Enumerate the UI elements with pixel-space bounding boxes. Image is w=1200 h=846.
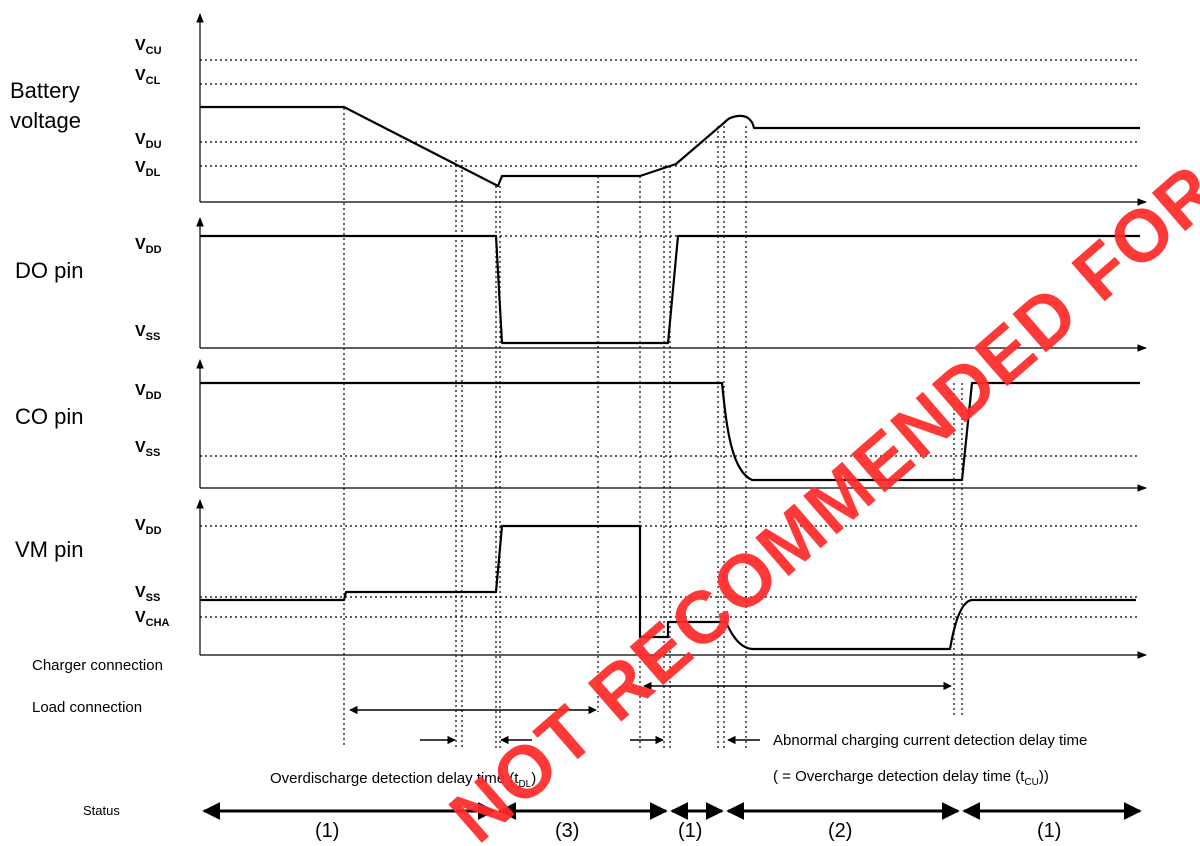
level-do-vss: VSS [135,323,160,343]
battery-voltage-label-line2: voltage [10,108,81,133]
vm-levels: VDD VSS VCHA [135,517,170,629]
delay-arrows [349,681,952,745]
load-connection-label: Load connection [32,699,142,716]
level-vcl: VCL [135,67,161,87]
vm-pin-trace [200,524,1136,651]
level-co-vss: VSS [135,439,160,459]
status-code-3: (1) [678,820,702,842]
waveforms [200,105,1140,651]
co-levels: VDD VSS [135,382,162,459]
overdischarge-delay-label: Overdischarge detection delay time (tDL) [270,770,536,790]
time-markers [343,108,963,748]
level-vm-vcha: VCHA [135,609,170,629]
status-code-4: (2) [828,820,852,842]
status-code-2: (3) [555,820,579,842]
battery-levels: VCU VCL VDU VDL [135,37,162,179]
level-vcu: VCU [135,37,162,57]
axes [196,13,1147,659]
charger-connection-label: Charger connection [32,657,163,674]
status-label: Status [83,803,120,818]
do-pin-trace [200,234,1140,345]
level-co-vdd: VDD [135,382,162,402]
do-levels: VDD VSS [135,236,162,343]
level-vm-vdd: VDD [135,517,162,537]
abnormal-charging-delay-label: Abnormal charging current detection dela… [773,732,1087,749]
level-vdl: VDL [135,159,161,179]
status-code-5: (1) [1037,820,1061,842]
co-pin-trace [200,381,1140,482]
battery-voltage-label-line1: Battery [10,78,80,103]
level-vdu: VDU [135,131,162,151]
status-codes: (1) (3) (1) (2) (1) [315,820,1061,842]
do-pin-label: DO pin [15,258,83,283]
level-do-vdd: VDD [135,236,162,256]
vm-pin-label: VM pin [15,537,83,562]
co-pin-label: CO pin [15,404,83,429]
level-vm-vss: VSS [135,584,160,604]
status-code-1: (1) [315,820,339,842]
overcharge-delay-label: ( = Overcharge detection delay time (tCU… [773,768,1049,788]
battery-voltage-trace [200,105,1140,188]
